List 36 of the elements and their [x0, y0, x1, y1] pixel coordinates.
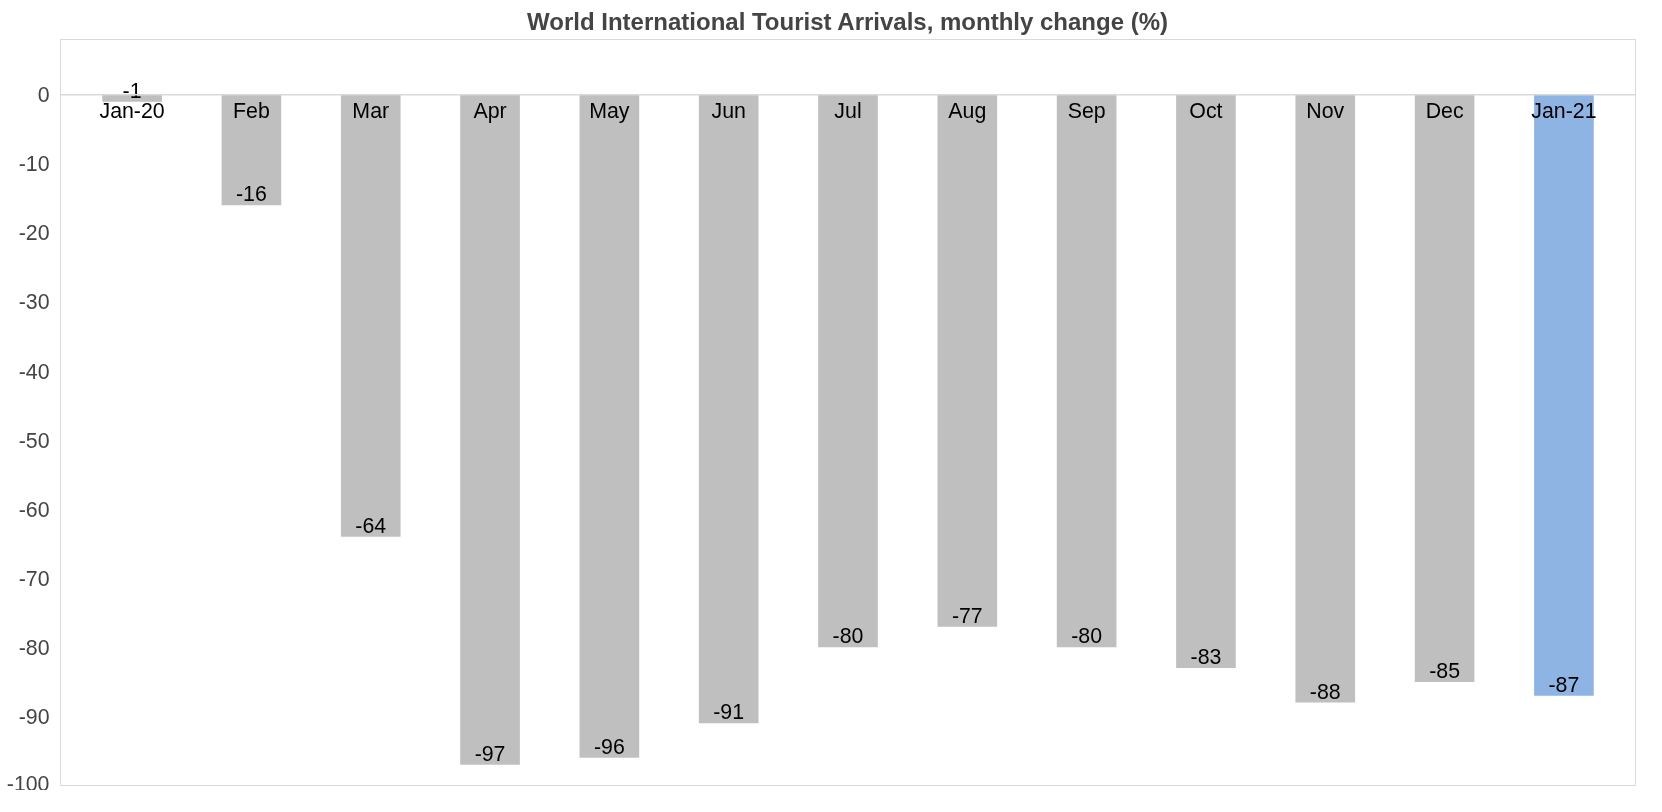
x-tick-label: Nov	[1306, 98, 1345, 123]
data-label: -96	[593, 734, 625, 759]
data-label: -80	[832, 624, 864, 649]
x-tick-label: Feb	[233, 98, 270, 123]
x-tick-label: Jul	[834, 98, 862, 123]
data-label: -16	[236, 182, 267, 207]
y-tick-label: -40	[18, 359, 50, 384]
y-tick-label: -70	[18, 566, 50, 591]
x-tick-label: Mar	[352, 98, 390, 123]
data-label: -80	[1071, 624, 1103, 649]
y-tick-label: -100	[6, 771, 50, 796]
x-tick-label: Jan-21	[1531, 98, 1597, 123]
y-tick-label: -60	[18, 497, 50, 522]
data-label: -87	[1548, 672, 1580, 697]
y-tick-label: -20	[18, 221, 50, 246]
data-label: -91	[713, 700, 745, 725]
y-tick-label: -10	[18, 152, 50, 177]
x-tick-label: Jun	[711, 98, 746, 123]
y-tick-label: -80	[18, 635, 50, 660]
x-tick-label: Sep	[1067, 98, 1106, 123]
y-tick-label: -90	[18, 704, 50, 729]
x-tick-label: Oct	[1189, 98, 1223, 123]
data-label: -77	[951, 603, 983, 628]
x-tick-label: Dec	[1425, 98, 1464, 123]
y-tick-label: 0	[37, 83, 50, 108]
data-label: -88	[1309, 679, 1341, 704]
x-tick-label: May	[589, 98, 630, 123]
x-tick-label: Apr	[473, 98, 507, 123]
y-tick-label: -50	[18, 428, 50, 453]
y-tick-label: -30	[18, 290, 50, 315]
data-label: -83	[1190, 645, 1222, 670]
data-label: -64	[355, 513, 387, 538]
data-label: -85	[1429, 658, 1461, 683]
chart-title: World International Tourist Arrivals, monthly change (%)	[527, 7, 1169, 35]
x-tick-label: Aug	[948, 98, 987, 123]
data-label: -97	[474, 741, 506, 766]
